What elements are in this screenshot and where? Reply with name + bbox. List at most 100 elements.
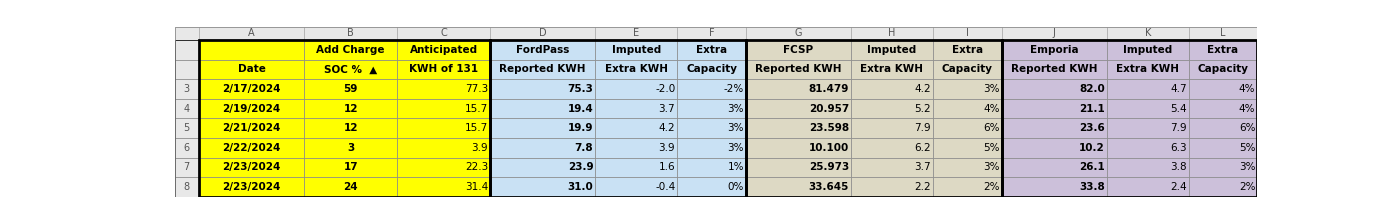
Bar [1106, 27, 1189, 40]
Bar [1189, 27, 1257, 40]
Text: 77.3: 77.3 [465, 84, 488, 94]
Text: 21.1: 21.1 [1078, 104, 1105, 114]
Text: Imputed: Imputed [868, 45, 916, 55]
Bar [175, 158, 198, 177]
Text: E: E [633, 28, 640, 38]
Text: Extra KWH: Extra KWH [605, 65, 668, 74]
Bar [678, 99, 746, 118]
Bar [1189, 79, 1257, 99]
Bar [305, 177, 397, 197]
Bar [851, 138, 933, 158]
Bar [1002, 79, 1106, 99]
Bar [175, 60, 198, 79]
Bar [1002, 177, 1106, 197]
Bar [678, 118, 746, 138]
Bar [933, 60, 1002, 79]
Bar [1002, 99, 1106, 118]
Bar [746, 177, 851, 197]
Bar [746, 138, 851, 158]
Bar [851, 177, 933, 197]
Text: 23.6: 23.6 [1078, 123, 1105, 133]
Text: 1%: 1% [728, 162, 745, 172]
Text: 3.8: 3.8 [1171, 162, 1186, 172]
Text: 6%: 6% [1239, 123, 1256, 133]
Bar [198, 27, 305, 40]
Text: 4%: 4% [1239, 104, 1256, 114]
Text: 3: 3 [346, 143, 355, 153]
Bar [397, 138, 490, 158]
Bar [1002, 118, 1106, 138]
Bar [678, 79, 746, 99]
Text: Extra KWH: Extra KWH [861, 65, 923, 74]
Text: 4: 4 [184, 104, 190, 114]
Text: Reported KWH: Reported KWH [756, 65, 841, 74]
Bar [305, 79, 397, 99]
Text: 5%: 5% [1239, 143, 1256, 153]
Bar [595, 177, 678, 197]
Text: Imputed: Imputed [1123, 45, 1172, 55]
Bar [851, 158, 933, 177]
Text: -2%: -2% [724, 84, 745, 94]
Text: 3.9: 3.9 [658, 143, 675, 153]
Text: 2%: 2% [1239, 182, 1256, 192]
Text: 2/17/2024: 2/17/2024 [222, 84, 281, 94]
Bar [175, 40, 198, 197]
Text: 2/22/2024: 2/22/2024 [222, 143, 281, 153]
Bar [746, 40, 1002, 197]
Text: 2.4: 2.4 [1171, 182, 1186, 192]
Bar [678, 158, 746, 177]
Text: Add Charge: Add Charge [316, 45, 386, 55]
Text: L: L [1220, 28, 1225, 38]
Text: 6: 6 [184, 143, 190, 153]
Text: 7.9: 7.9 [915, 123, 930, 133]
Text: 3%: 3% [728, 104, 745, 114]
Text: 2/19/2024: 2/19/2024 [222, 104, 281, 114]
Text: B: B [348, 28, 353, 38]
Text: 10.100: 10.100 [809, 143, 849, 153]
Bar [490, 79, 595, 99]
Text: Capacity: Capacity [942, 65, 993, 74]
Bar [198, 40, 490, 197]
Bar [490, 40, 746, 197]
Text: 5%: 5% [983, 143, 1000, 153]
Bar [933, 158, 1002, 177]
Text: 12: 12 [344, 104, 358, 114]
Bar [198, 99, 305, 118]
Bar [397, 177, 490, 197]
Text: 25.973: 25.973 [809, 162, 849, 172]
Text: Reported KWH: Reported KWH [1011, 65, 1098, 74]
Text: 7.8: 7.8 [574, 143, 594, 153]
Text: 20.957: 20.957 [809, 104, 849, 114]
Bar [305, 27, 397, 40]
Bar [305, 138, 397, 158]
Bar [1106, 118, 1189, 138]
Bar [595, 79, 678, 99]
Bar [933, 118, 1002, 138]
Text: F: F [708, 28, 714, 38]
Bar [933, 138, 1002, 158]
Bar [678, 177, 746, 197]
Bar [595, 40, 678, 60]
Text: Capacity: Capacity [1197, 65, 1249, 74]
Bar [397, 99, 490, 118]
Bar [595, 60, 678, 79]
Text: 10.2: 10.2 [1078, 143, 1105, 153]
Text: 1.6: 1.6 [658, 162, 675, 172]
Text: Extra KWH: Extra KWH [1116, 65, 1179, 74]
Text: 24: 24 [344, 182, 358, 192]
Bar [746, 158, 851, 177]
Text: C: C [440, 28, 447, 38]
Bar [678, 40, 746, 60]
Bar [595, 27, 678, 40]
Text: 59: 59 [344, 84, 358, 94]
Bar [678, 27, 746, 40]
Text: FCSP: FCSP [784, 45, 813, 55]
Bar [175, 138, 198, 158]
Text: 23.9: 23.9 [567, 162, 594, 172]
Text: 3.7: 3.7 [915, 162, 930, 172]
Text: 6.2: 6.2 [915, 143, 930, 153]
Bar [397, 158, 490, 177]
Text: 5.4: 5.4 [1171, 104, 1186, 114]
Text: 3.7: 3.7 [658, 104, 675, 114]
Bar [175, 40, 198, 60]
